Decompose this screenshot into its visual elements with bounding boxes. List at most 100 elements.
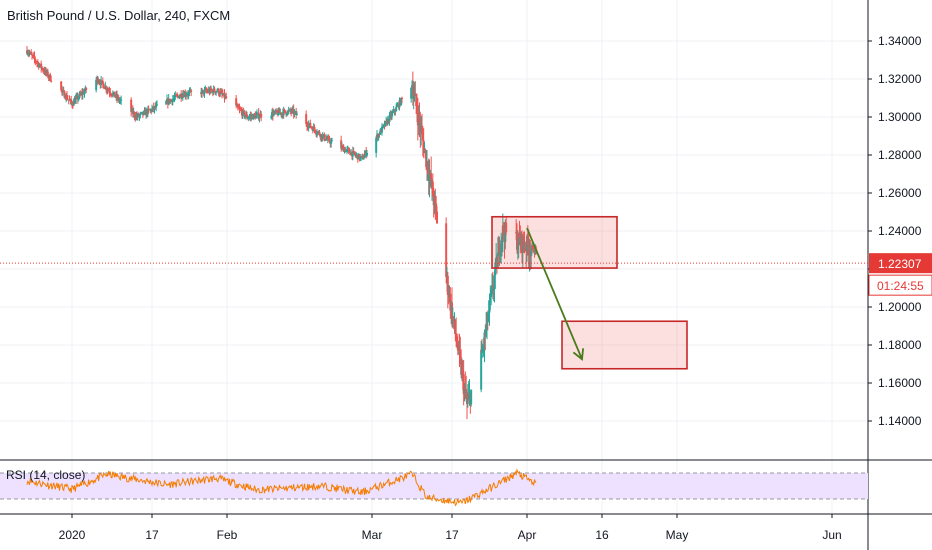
candle-body [130, 99, 133, 112]
candle-body [363, 154, 366, 158]
candle-body [434, 197, 437, 204]
candle-body [461, 369, 464, 375]
candle-body [83, 91, 86, 95]
candle-body [418, 113, 421, 124]
candle-body [42, 70, 45, 72]
candle-body [527, 245, 530, 256]
candle-body [391, 111, 394, 113]
candle-body [188, 91, 191, 93]
countdown-tag [868, 274, 932, 296]
candle-body [421, 128, 423, 133]
candle-body [352, 150, 355, 152]
candle-body [201, 90, 203, 95]
candle-body [498, 244, 501, 257]
candle-body [358, 154, 361, 160]
candle-body [142, 111, 145, 115]
candle-body [293, 112, 296, 115]
candle-body [315, 132, 318, 134]
candle-body [359, 156, 362, 160]
candle-body [313, 127, 316, 130]
candle-body [235, 98, 238, 106]
candle-body [401, 97, 403, 99]
candle-body [422, 140, 425, 153]
candle-body [331, 140, 333, 142]
candle-body [292, 109, 295, 115]
time-tick-label: 17 [145, 528, 159, 542]
candle-body [423, 149, 426, 153]
candle-body [107, 89, 110, 91]
candle-body [500, 240, 503, 252]
candle-body [321, 135, 324, 139]
candle-body [28, 53, 31, 55]
price-tick-label: 1.34000 [878, 34, 922, 48]
candle-body [49, 74, 52, 81]
candle-body [85, 87, 88, 91]
candle-body [108, 90, 111, 93]
candle-body [105, 86, 108, 90]
candle-body [238, 108, 241, 110]
candle-body [248, 116, 251, 118]
candle-body [366, 152, 368, 156]
candle-body [451, 302, 453, 321]
candle-body [515, 231, 518, 234]
candle-body [171, 99, 174, 103]
candle-body [393, 109, 396, 112]
candle-body [485, 325, 488, 335]
price-tick-label: 1.24000 [878, 224, 922, 238]
candle-body [413, 93, 416, 97]
candle-body [410, 88, 413, 99]
candle-body [488, 300, 491, 313]
candle-body [60, 81, 63, 91]
price-tick-label: 1.16000 [878, 376, 922, 390]
candle-body [30, 52, 33, 55]
candle-body [466, 399, 469, 404]
candle-body [314, 129, 317, 133]
candle-body [419, 123, 422, 132]
candle-body [489, 296, 492, 301]
price-tick-label: 1.14000 [878, 414, 922, 428]
candle-body [518, 232, 521, 238]
candle-body [71, 102, 73, 106]
candle-body [138, 115, 141, 117]
candle-body [309, 123, 312, 128]
candle-body [289, 109, 292, 112]
candle-body [187, 92, 190, 96]
candle-body [74, 99, 77, 104]
candle-body [205, 89, 208, 92]
candle-body [225, 96, 228, 99]
candle-body [34, 58, 37, 62]
candle-body [287, 110, 290, 112]
candle-body [530, 250, 533, 257]
candle-body [492, 287, 495, 291]
candle-body [454, 319, 457, 334]
candle-body [38, 65, 41, 67]
candle-body [46, 71, 49, 77]
candle-body [431, 181, 434, 197]
candle-body [493, 275, 496, 288]
candle-body [381, 125, 384, 127]
price-tick-label: 1.30000 [878, 110, 922, 124]
price-tick-label: 1.32000 [878, 72, 922, 86]
candle-body [388, 115, 391, 122]
candle-body [111, 94, 113, 96]
candle-body [243, 111, 246, 117]
candle-body [140, 112, 143, 114]
candle-body [180, 94, 183, 98]
candle-body [348, 149, 351, 153]
candle-body [523, 244, 526, 249]
candle-body [467, 394, 470, 400]
candle-body [456, 339, 458, 347]
candle-body [516, 233, 518, 250]
candle-body [295, 111, 298, 116]
candle-body [318, 131, 321, 135]
rsi-line [26, 468, 537, 507]
candle-body [117, 96, 120, 101]
candle-body [391, 112, 393, 117]
candle-body [330, 141, 333, 144]
candle-body [377, 133, 380, 139]
candle-body [458, 344, 461, 352]
candle-body [110, 93, 113, 95]
candle-body [305, 114, 308, 125]
